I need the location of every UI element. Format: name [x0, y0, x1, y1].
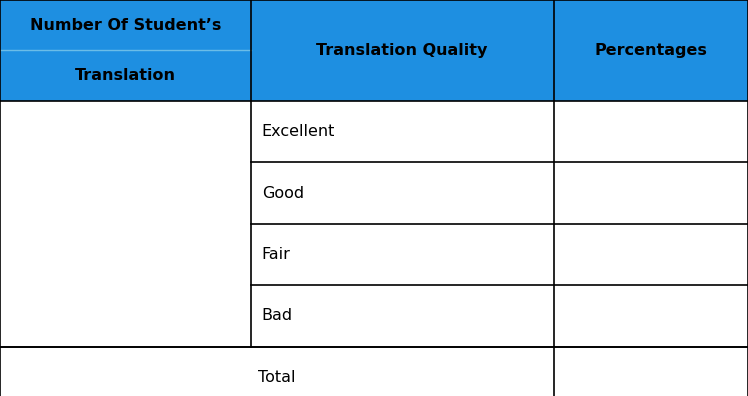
Bar — [554, 285, 748, 346]
Text: Translation: Translation — [75, 68, 176, 83]
Bar — [554, 101, 748, 162]
Bar — [251, 224, 554, 285]
Bar — [554, 346, 748, 396]
Bar — [0, 0, 748, 101]
Bar — [251, 101, 554, 162]
Bar — [554, 224, 748, 285]
Bar — [0, 101, 251, 346]
Bar — [0, 346, 554, 396]
Bar — [251, 285, 554, 346]
Text: Good: Good — [262, 186, 304, 200]
Text: Number Of Student’s: Number Of Student’s — [30, 18, 221, 33]
Text: Excellent: Excellent — [262, 124, 335, 139]
Bar — [251, 162, 554, 224]
Text: Bad: Bad — [262, 308, 293, 323]
Text: Total: Total — [258, 370, 295, 385]
Text: Translation Quality: Translation Quality — [316, 43, 488, 58]
Text: Percentages: Percentages — [595, 43, 707, 58]
Bar — [554, 162, 748, 224]
Text: Fair: Fair — [262, 247, 291, 262]
